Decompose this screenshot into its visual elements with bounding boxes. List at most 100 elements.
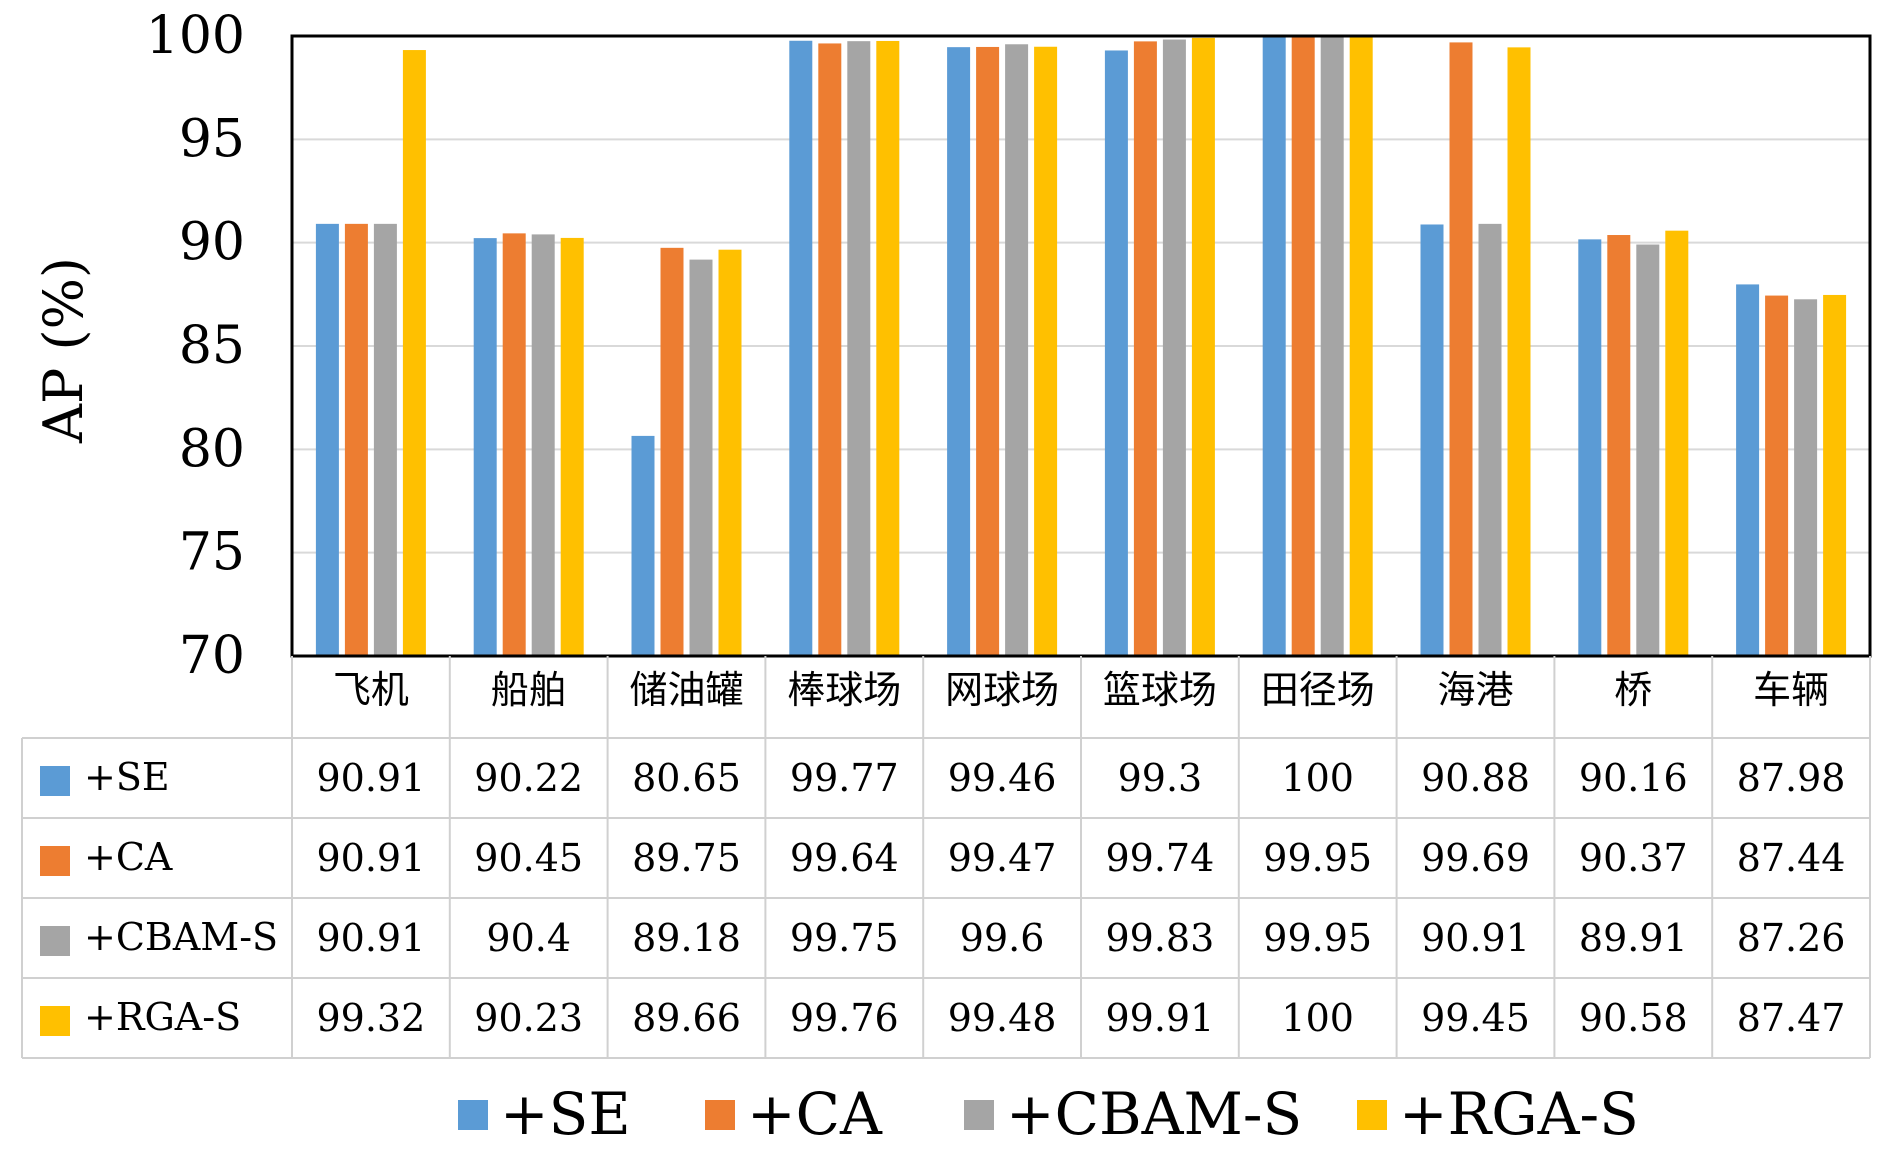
bar-se bbox=[315, 223, 339, 657]
table-row-label: +SE bbox=[84, 755, 170, 799]
table-cell: 89.91 bbox=[1579, 916, 1688, 960]
table-cell: 99.48 bbox=[948, 996, 1057, 1040]
table-cell: 99.45 bbox=[1421, 996, 1530, 1040]
x-category-label: 网球场 bbox=[945, 668, 1059, 712]
table-cell: 99.91 bbox=[1106, 996, 1215, 1040]
table-legend-swatch bbox=[40, 1006, 70, 1036]
table-cell: 80.65 bbox=[632, 756, 741, 800]
bar-ca bbox=[1449, 42, 1473, 656]
table-cell: 87.47 bbox=[1737, 996, 1846, 1040]
legend-label: +SE bbox=[500, 1080, 631, 1148]
bar-rgas bbox=[1034, 46, 1058, 657]
legend-swatch bbox=[705, 1100, 735, 1130]
x-category-label: 篮球场 bbox=[1103, 668, 1217, 712]
table-cell: 90.16 bbox=[1579, 756, 1688, 800]
bar-ca bbox=[660, 247, 684, 657]
x-category-label: 棒球场 bbox=[787, 668, 901, 712]
bar-rgas bbox=[1823, 294, 1847, 656]
table-cell: 99.47 bbox=[948, 836, 1057, 880]
bar-cbams bbox=[689, 259, 713, 656]
table-legend-swatch bbox=[40, 846, 70, 876]
x-category-label: 储油罐 bbox=[629, 668, 743, 712]
table-cell: 99.95 bbox=[1263, 836, 1372, 880]
x-category-label: 海港 bbox=[1437, 668, 1513, 712]
data-table: 飞机 船舶 储油罐 棒球场 网球场 篮球场 田径场 海港 桥 车辆 +SE 90.91 90.22 80.… bbox=[21, 656, 1871, 1059]
bar-se bbox=[473, 238, 497, 656]
table-legend-swatch bbox=[40, 766, 70, 796]
table-cell: 90.91 bbox=[1421, 916, 1530, 960]
legend-label: +RGA-S bbox=[1399, 1080, 1639, 1148]
y-axis-label: AP (%) bbox=[32, 257, 95, 444]
legend-swatch bbox=[1357, 1100, 1387, 1130]
table-row-label: +CBAM-S bbox=[84, 915, 278, 959]
table-cell: 90.4 bbox=[486, 916, 571, 960]
x-category-label: 桥 bbox=[1614, 668, 1652, 712]
table-cell: 90.91 bbox=[317, 836, 426, 880]
bar-cbams bbox=[1162, 39, 1186, 657]
y-tick-label: 95 bbox=[179, 109, 245, 169]
bar-se bbox=[1736, 284, 1760, 656]
table-cell: 90.23 bbox=[474, 996, 583, 1040]
bar-rgas bbox=[1349, 36, 1373, 656]
table-cell: 99.74 bbox=[1106, 836, 1215, 880]
table-cell: 90.58 bbox=[1579, 996, 1688, 1040]
bar-cbams bbox=[1005, 44, 1029, 657]
table-cell: 87.98 bbox=[1737, 756, 1846, 800]
bar-se bbox=[947, 47, 971, 657]
x-category-label: 田径场 bbox=[1261, 668, 1375, 712]
y-tick-label: 80 bbox=[179, 419, 245, 479]
bar-ca bbox=[1607, 235, 1631, 656]
legend-swatch bbox=[458, 1100, 488, 1130]
bar-se bbox=[631, 435, 655, 656]
table-cell: 90.45 bbox=[474, 836, 583, 880]
legend-label: +CA bbox=[747, 1080, 883, 1148]
table-cell: 99.64 bbox=[790, 836, 899, 880]
bar-ca bbox=[344, 223, 368, 657]
bar-ca bbox=[1291, 37, 1315, 657]
bar-se bbox=[1104, 50, 1128, 656]
table-legend-swatch bbox=[40, 926, 70, 956]
y-tick-label: 85 bbox=[179, 316, 245, 376]
bar-cbams bbox=[531, 234, 555, 656]
x-category-label: 车辆 bbox=[1753, 668, 1829, 712]
bar-cbams bbox=[373, 223, 397, 657]
table-cell: 99.77 bbox=[790, 756, 899, 800]
bar-rgas bbox=[876, 40, 900, 656]
legend-swatch bbox=[964, 1100, 994, 1130]
bar-cbams bbox=[1478, 223, 1502, 657]
table-cell: 90.91 bbox=[317, 756, 426, 800]
table-cell: 87.26 bbox=[1737, 916, 1846, 960]
bar-rgas bbox=[718, 249, 742, 656]
bar-ca bbox=[1133, 41, 1157, 656]
table-cell: 89.75 bbox=[632, 836, 741, 880]
table-cell: 89.18 bbox=[632, 916, 741, 960]
bar-cbams bbox=[1320, 37, 1344, 657]
bar-se bbox=[1262, 36, 1286, 656]
y-tick-label: 90 bbox=[179, 213, 245, 273]
y-tick-label: 100 bbox=[146, 6, 245, 66]
bar-cbams bbox=[1636, 244, 1660, 656]
y-tick-label: 75 bbox=[179, 523, 245, 583]
table-row-label: +RGA-S bbox=[84, 995, 241, 1039]
table-cell: 99.6 bbox=[960, 916, 1045, 960]
bar-rgas bbox=[1665, 230, 1689, 656]
bar-rgas bbox=[560, 237, 584, 656]
table-cell: 99.76 bbox=[790, 996, 899, 1040]
gridlines bbox=[292, 138, 1870, 554]
table-cell: 90.91 bbox=[317, 916, 426, 960]
bar-ca bbox=[818, 43, 842, 656]
x-category-label: 船舶 bbox=[491, 668, 567, 712]
bar-se bbox=[1420, 224, 1444, 657]
legend-label: +CBAM-S bbox=[1006, 1080, 1302, 1148]
table-cell: 99.32 bbox=[317, 996, 426, 1040]
y-tick-label: 70 bbox=[179, 626, 245, 686]
table-cell: 87.44 bbox=[1737, 836, 1846, 880]
table-cell: 90.88 bbox=[1421, 756, 1530, 800]
table-cell: 99.75 bbox=[790, 916, 899, 960]
table-cell: 99.69 bbox=[1421, 836, 1530, 880]
bar-ca bbox=[976, 46, 1000, 657]
x-category-label: 飞机 bbox=[333, 668, 409, 712]
table-cell: 89.66 bbox=[632, 996, 741, 1040]
table-cell: 100 bbox=[1281, 996, 1354, 1040]
